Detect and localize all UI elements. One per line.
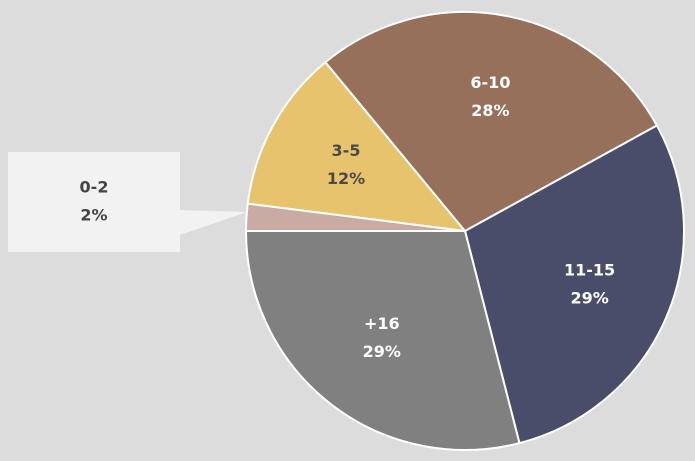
slice-label: 3-5 bbox=[332, 141, 361, 160]
slice-label: +16 bbox=[364, 314, 400, 333]
slice-label: 0-2 bbox=[80, 178, 109, 197]
slice-label: 11-15 bbox=[564, 260, 615, 279]
value-label: 28% bbox=[471, 101, 509, 120]
value-label: 29% bbox=[363, 342, 401, 361]
pie-slice bbox=[323, 11, 659, 233]
pie-slice bbox=[246, 60, 468, 233]
pie-slice bbox=[463, 124, 685, 445]
callout-box bbox=[8, 152, 247, 252]
value-label: 2% bbox=[80, 206, 107, 225]
pie-slice bbox=[244, 230, 521, 451]
value-label: 29% bbox=[570, 288, 608, 307]
value-label: 12% bbox=[327, 169, 365, 188]
callout bbox=[8, 152, 247, 252]
slice-label: 6-10 bbox=[470, 73, 510, 92]
